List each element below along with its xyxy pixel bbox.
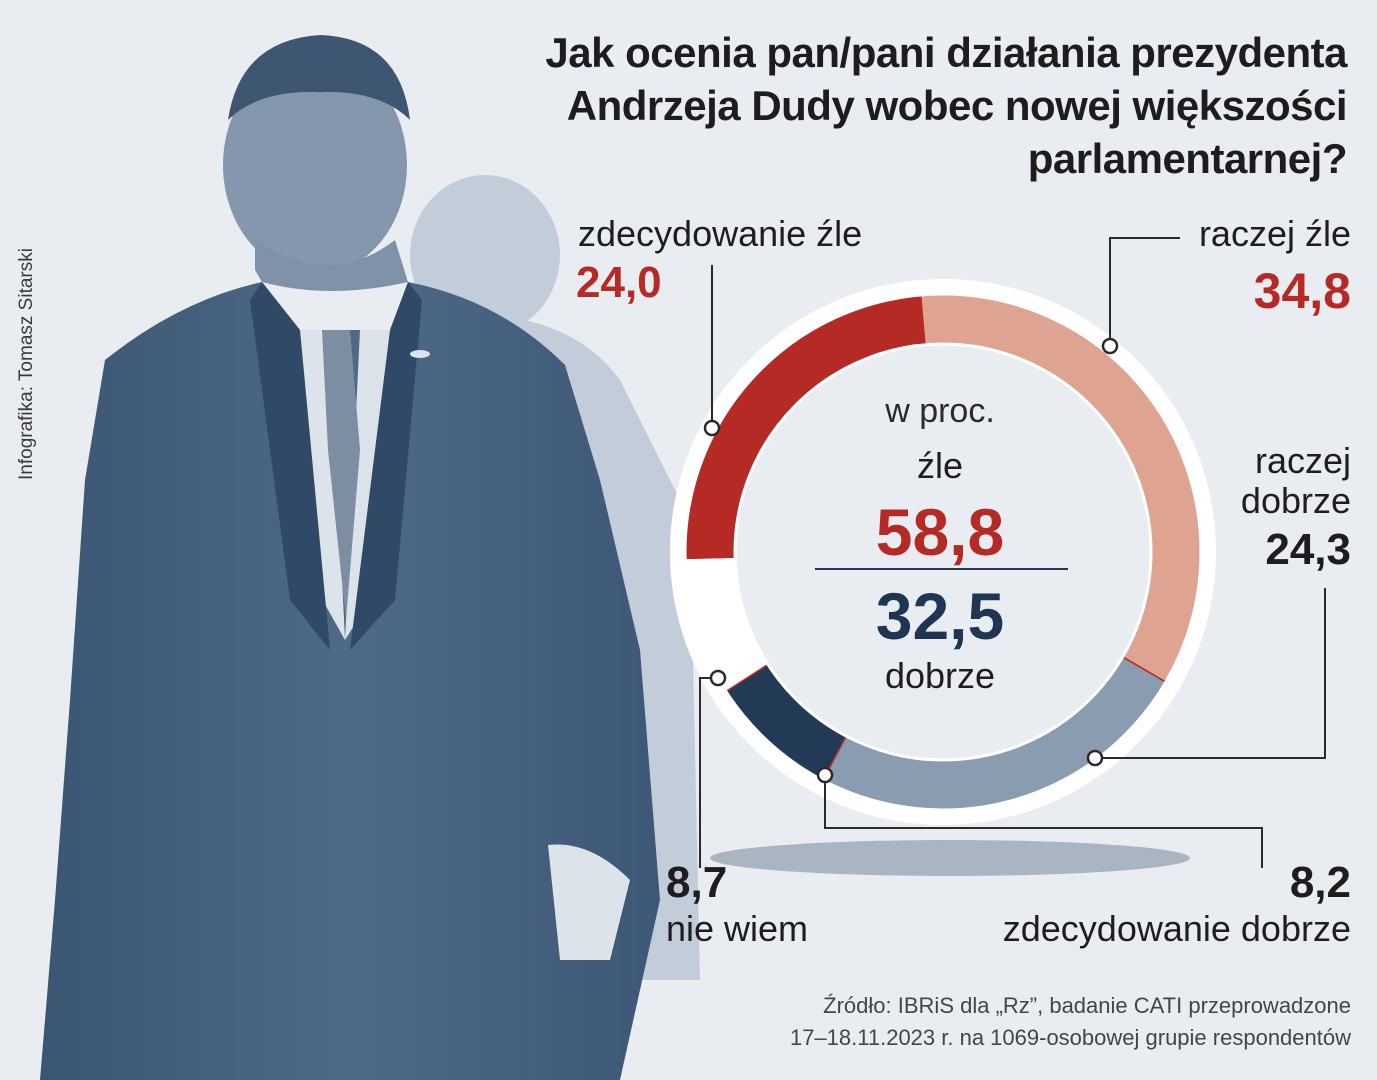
- label-rather-good-line2: dobrze: [1240, 480, 1351, 521]
- title-line-1: Jak ocenia pan/pani działania prezydenta: [545, 29, 1347, 76]
- donut-inner-rim: [733, 342, 1153, 762]
- label-definitely-bad: zdecydowanie źle: [578, 213, 863, 254]
- title-line-3: parlamentarnej?: [1027, 135, 1348, 182]
- center-bad-label: źle: [916, 445, 964, 486]
- value-definitely-bad: 24,0: [576, 258, 662, 307]
- source-line-1: Źródło: IBRiS dla „Rz”, badanie CATI prz…: [823, 993, 1351, 1018]
- dot-rather-bad: [1101, 337, 1119, 355]
- center-bad-value: 58,8: [875, 495, 1005, 569]
- source-note: Źródło: IBRiS dla „Rz”, badanie CATI prz…: [790, 990, 1351, 1054]
- donut-hole: [737, 346, 1149, 758]
- dot-definitely-good: [816, 766, 834, 784]
- leader-rather-good: [1095, 588, 1326, 759]
- source-line-2: 17–18.11.2023 r. na 1069-osobowej grupie…: [789, 1025, 1351, 1050]
- label-rather-good-line1: raczej: [1254, 440, 1351, 481]
- chart-ground-shadow: [710, 840, 1190, 876]
- person-silhouette-icon: [40, 35, 660, 1080]
- dot-rather-good: [1086, 749, 1104, 767]
- donut-white-halo: [670, 279, 1216, 825]
- dot-dont-know: [709, 669, 727, 687]
- dot-definitely-bad: [703, 419, 721, 437]
- label-rather-bad: raczej źle: [1198, 213, 1351, 254]
- leader-dots: [703, 337, 1119, 784]
- value-dont-know: 8,7: [666, 858, 728, 907]
- center-good-value: 32,5: [875, 579, 1005, 653]
- infographic-credit: Infografika: Tomasz Sitarski: [16, 248, 37, 480]
- leader-rather-bad: [1109, 237, 1180, 346]
- donut-slices: [670, 279, 1216, 825]
- value-definitely-good: 8,2: [1289, 858, 1351, 907]
- donut-outer-rim: [683, 292, 1203, 812]
- chart-title: Jak ocenia pan/pani działania prezydenta…: [447, 26, 1347, 185]
- label-dont-know: nie wiem: [666, 908, 809, 949]
- leader-definitely-good: [824, 775, 1263, 868]
- value-rather-good: 24,3: [1265, 525, 1351, 574]
- center-good-label: dobrze: [884, 655, 996, 696]
- center-unit: w proc.: [885, 392, 995, 430]
- value-rather-bad: 34,8: [1253, 263, 1351, 319]
- label-definitely-good: zdecydowanie dobrze: [1002, 908, 1351, 949]
- leader-dont-know: [699, 677, 718, 868]
- title-line-2: Andrzeja Dudy wobec nowej większości: [566, 82, 1348, 129]
